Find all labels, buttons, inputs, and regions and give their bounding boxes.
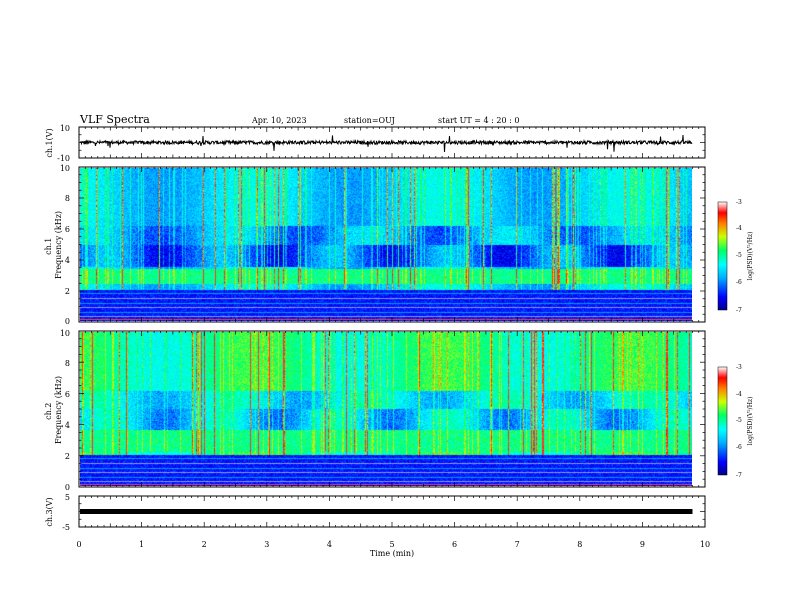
channel-1-ytick-8: 8 — [65, 194, 70, 203]
channel-2-ylabel-line2: Frequency (kHz) — [54, 376, 63, 444]
channel-2-spectrogram-ylabel: ch.2 Frequency (kHz) — [44, 376, 63, 444]
time-tick-label-8: 8 — [577, 540, 582, 549]
panel-tick-marks — [78, 126, 706, 528]
channel-2-ytick-0: 0 — [65, 483, 70, 492]
channel-2-colorbar-label: log(PSD)(V²/Hz) — [747, 397, 754, 446]
channel-1-waveform-panel: 10 -10 ch.1(V) — [45, 124, 706, 163]
channel-1-spectrogram-ylabel: ch.1 Frequency (kHz) — [44, 211, 63, 279]
channel-1-colorbar-tick-m7: -7 — [736, 307, 742, 314]
channel-1-ylabel-line1: ch.1 — [44, 238, 53, 255]
time-tick-label-5: 5 — [389, 540, 394, 549]
time-tick-label-9: 9 — [640, 540, 645, 549]
channel-1-spectrogram-canvas-holder — [80, 168, 692, 321]
channel-2-colorbar: -3 -4 -5 -6 -7 log(PSD)(V²/Hz) — [717, 364, 754, 479]
channel-1-colorbar-label: log(PSD)(V²/Hz) — [747, 232, 754, 281]
figure-title: VLF Spectra — [79, 113, 150, 126]
channel-1-ytick-10: 10 — [60, 164, 70, 173]
channel-2-ytick-4: 4 — [65, 421, 70, 430]
channel-2-ytick-8: 8 — [65, 359, 70, 368]
channel-2-ylabel-line1: ch.2 — [44, 403, 53, 420]
channel-1-waveform-ytick-top: 10 — [60, 124, 70, 133]
time-axis-label: Time (min) — [370, 549, 414, 558]
channel-1-colorbar-tick-m4: -4 — [736, 225, 742, 232]
header-start-ut: start UT = 4 : 20 : 0 — [438, 116, 519, 125]
time-tick-label-1: 1 — [139, 540, 144, 549]
channel-2-ytick-10: 10 — [60, 329, 70, 338]
channel-2-colorbar-bar — [717, 366, 728, 476]
channel-2-spectrogram-panel: 0 2 4 6 8 10 ch.2 Frequency (kHz) — [44, 329, 706, 492]
channel-3-waveform-panel: 5 -5 ch.3(V) — [45, 493, 706, 532]
time-tick-label-7: 7 — [515, 540, 520, 549]
channel-1-ytick-6: 6 — [65, 225, 70, 234]
time-tick-label-2: 2 — [202, 540, 207, 549]
channel-1-ytick-2: 2 — [65, 287, 70, 296]
channel-2-colorbar-tick-m5: -5 — [736, 417, 742, 424]
channel-2-ytick-2: 2 — [65, 452, 70, 461]
time-tick-label-10: 10 — [700, 540, 710, 549]
channel-2-colorbar-tick-m7: -7 — [736, 472, 742, 479]
channel-1-ytick-4: 4 — [65, 256, 70, 265]
time-tick-label-4: 4 — [327, 540, 332, 549]
header-date: Apr. 10, 2023 — [251, 116, 307, 125]
channel-1-colorbar-tick-m6: -6 — [736, 279, 742, 286]
channel-2-colorbar-tick-m4: -4 — [736, 391, 742, 398]
channel-1-colorbar-tick-m5: -5 — [736, 252, 742, 259]
channel-1-waveform-ylabel: ch.1(V) — [45, 128, 54, 157]
channel-3-waveform-ytick-bottom: -5 — [62, 523, 70, 532]
channel-1-waveform-ytick-bottom: -10 — [57, 154, 70, 163]
channel-2-spectrogram-image — [80, 332, 692, 486]
channel-2-ytick-6: 6 — [65, 390, 70, 399]
channel-1-waveform-trace — [79, 134, 693, 153]
time-axis: 0 1 2 3 4 5 6 7 8 9 10 — [76, 540, 710, 549]
header-station: station=OUJ — [344, 116, 395, 125]
channel-1-colorbar-bar — [717, 201, 728, 311]
channel-3-waveform-ylabel: ch.3(V) — [45, 497, 54, 526]
time-tick-label-3: 3 — [264, 540, 269, 549]
channel-2-colorbar-tick-m3: -3 — [736, 364, 742, 371]
time-tick-label-0: 0 — [76, 540, 81, 549]
channel-1-spectrogram-panel: 0 2 4 6 8 10 ch.1 Frequency (kHz) — [44, 164, 706, 326]
time-tick-label-6: 6 — [452, 540, 457, 549]
channel-2-colorbar-tick-m6: -6 — [736, 444, 742, 451]
channel-1-colorbar-tick-m3: -3 — [736, 199, 742, 206]
channel-3-waveform-ytick-top: 5 — [65, 493, 70, 502]
channel-1-ylabel-line2: Frequency (kHz) — [54, 211, 63, 279]
channel-1-colorbar: -3 -4 -5 -6 -7 log(PSD)(V²/Hz) — [717, 199, 754, 314]
channel-2-spectrogram-canvas-holder — [80, 332, 692, 486]
channel-1-ytick-0: 0 — [65, 317, 70, 326]
channel-1-spectrogram-image — [80, 168, 692, 321]
